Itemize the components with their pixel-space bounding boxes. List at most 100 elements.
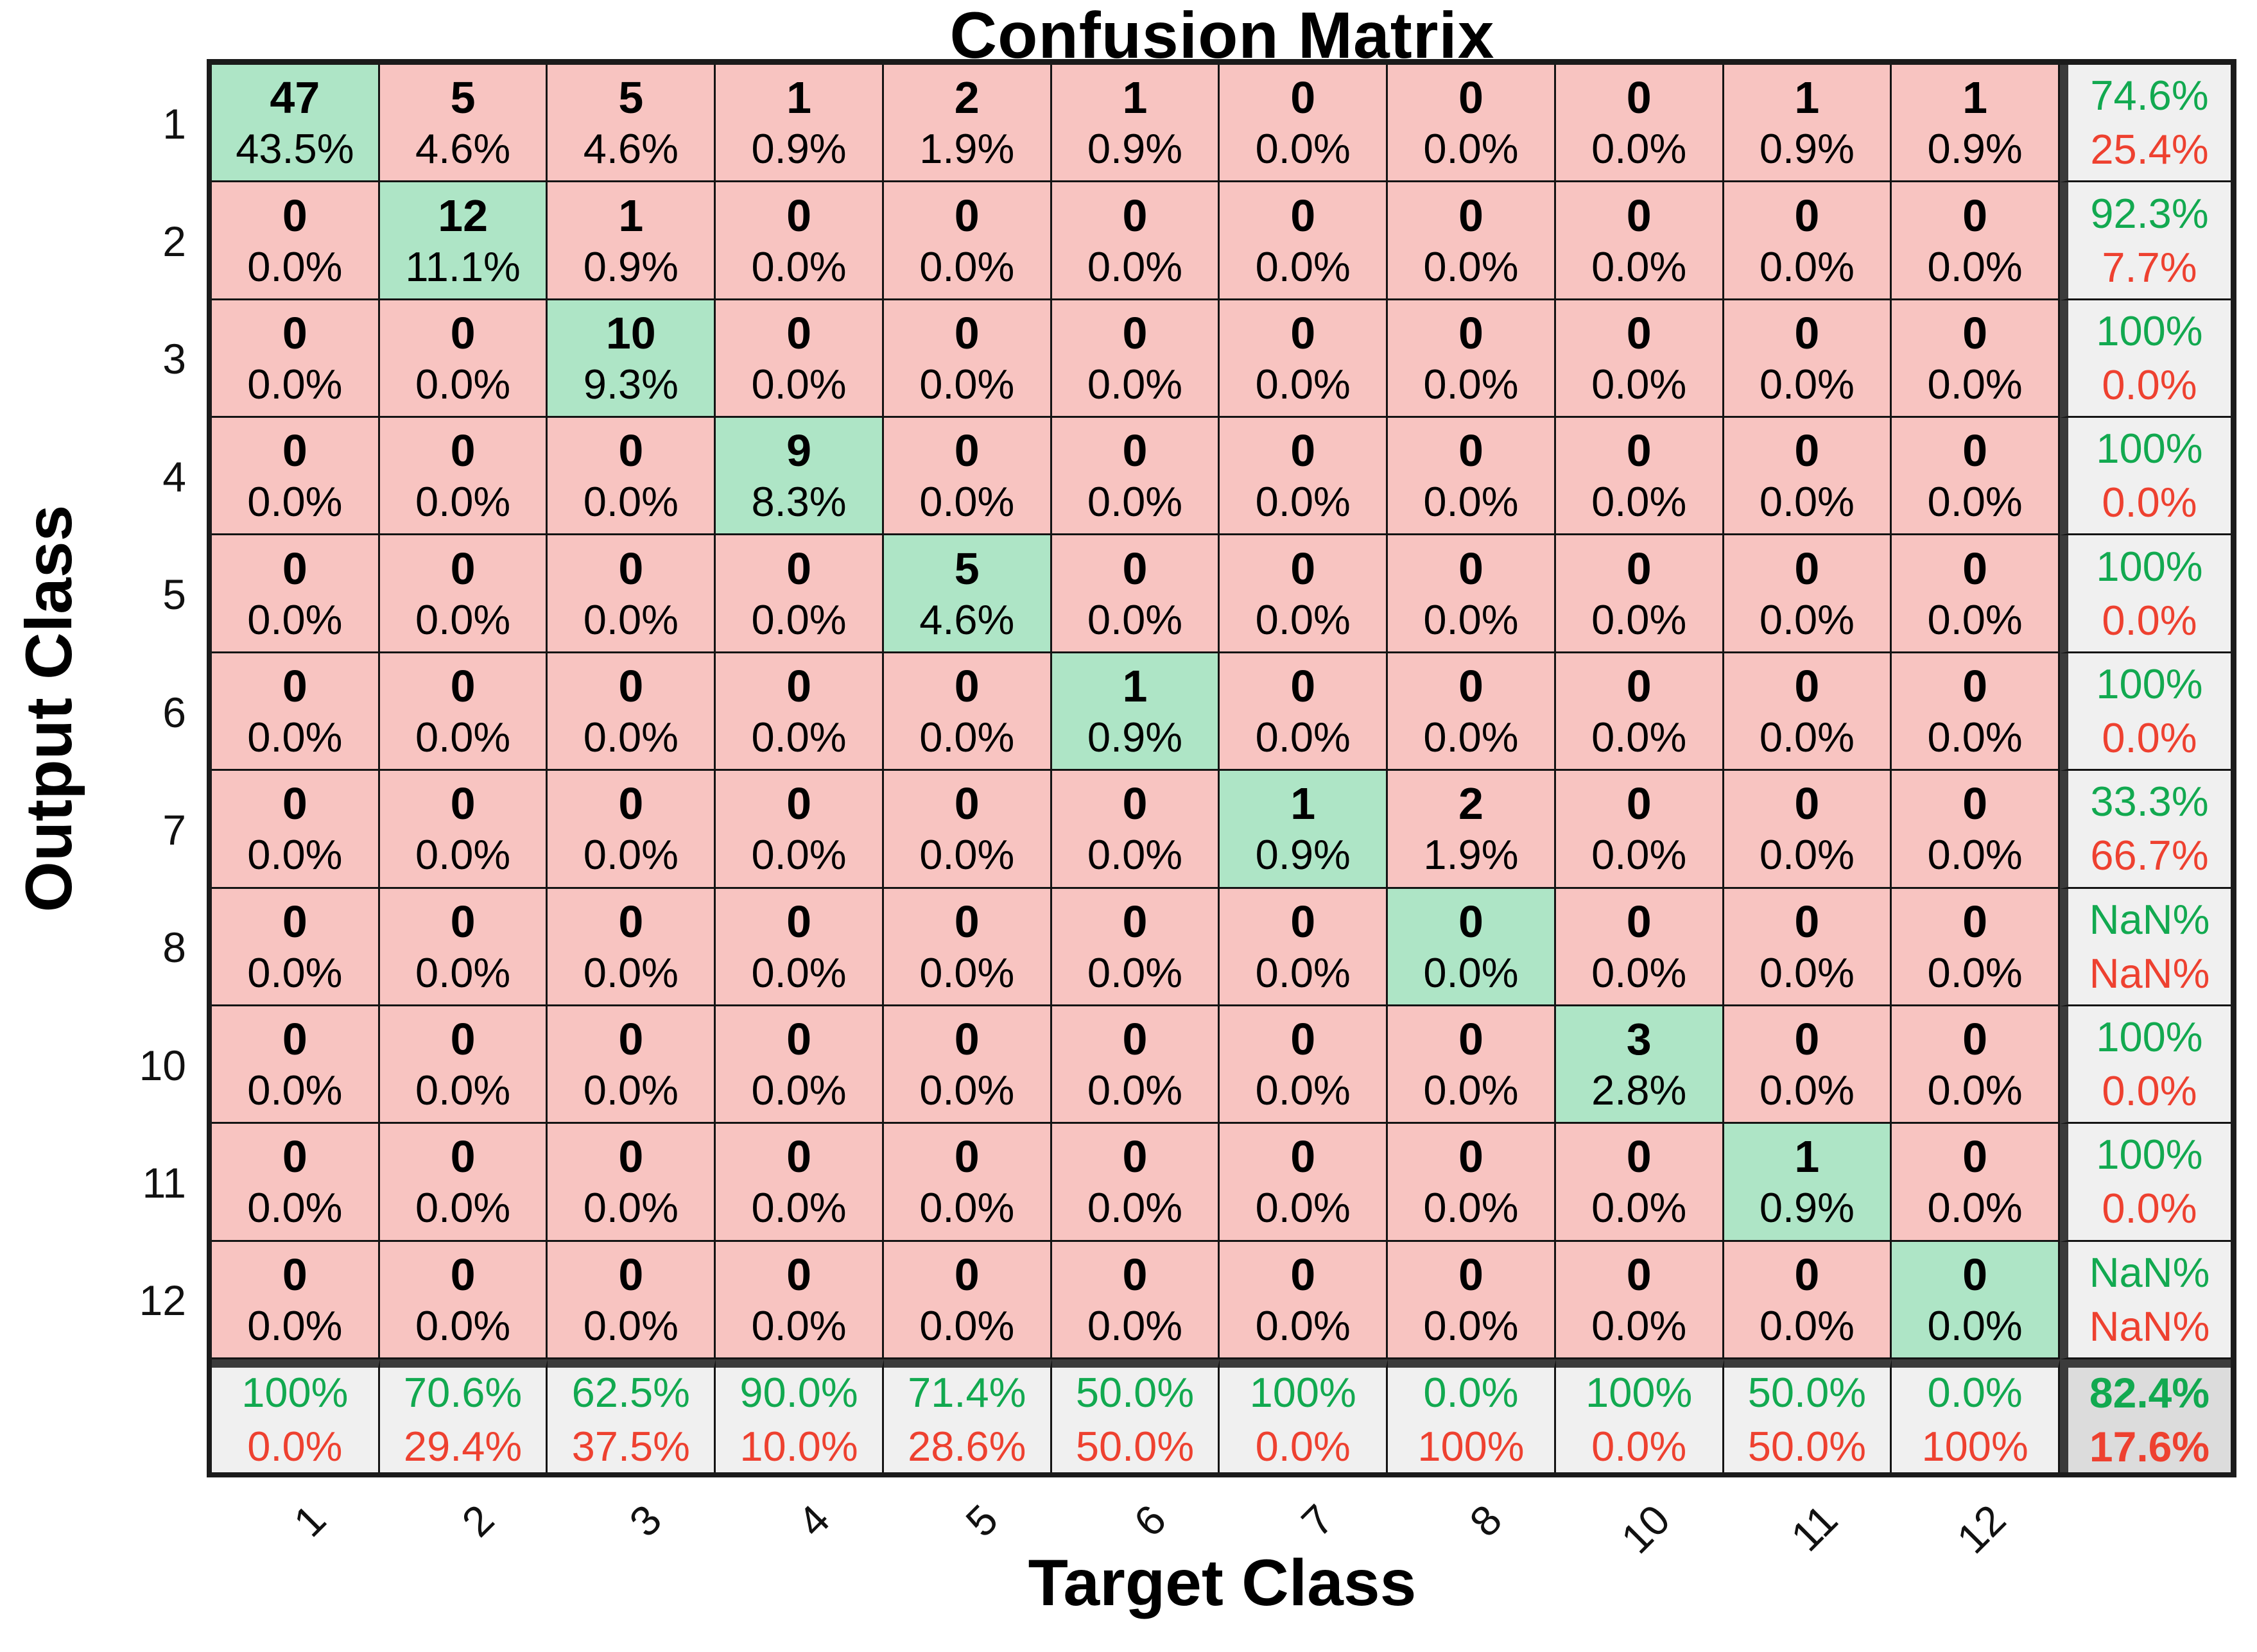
cell-count: 1 (1122, 73, 1148, 123)
cell-count: 0 (282, 779, 307, 829)
cell-count: 0 (786, 1014, 811, 1065)
cell-percent: 0.0% (919, 478, 1015, 526)
cell-percent: 0.0% (1255, 713, 1351, 761)
cell-count: 0 (1962, 779, 1988, 829)
row-summary-negative: 0.0% (2102, 1067, 2197, 1115)
row-summary-cell-11: 100% 0.0% (2059, 1124, 2231, 1242)
cell-count: 1 (1962, 73, 1988, 123)
matrix-grid: 47 43.5% 5 4.6% 5 4.6% 1 0.9% 2 1.9% 1 0.9% 0 0.0% 0 0.… (207, 59, 2236, 1477)
cell-percent: 0.0% (1423, 1184, 1519, 1232)
column-summary-cell-10: 100% 0.0% (1555, 1359, 1724, 1472)
cell-percent: 0.0% (919, 360, 1015, 408)
matrix-cell-r6-c4: 0 0.0% (716, 653, 884, 771)
cell-count: 5 (954, 543, 980, 594)
row-summary-cell-5: 100% 0.0% (2059, 535, 2231, 653)
cell-percent: 0.0% (247, 1302, 343, 1349)
matrix-cell-r3-c7: 0 0.0% (1220, 300, 1388, 418)
cell-percent: 0.0% (247, 596, 343, 643)
matrix-cell-r4-c5: 0 0.0% (883, 418, 1052, 536)
matrix-cell-r4-c1: 0 0.0% (212, 418, 380, 536)
matrix-cell-r11-c11: 1 0.9% (1724, 1124, 1892, 1242)
cell-percent: 0.0% (415, 478, 511, 526)
cell-percent: 0.0% (1087, 1184, 1183, 1232)
column-summary-positive: 100% (1249, 1369, 1356, 1416)
cell-count: 1 (618, 190, 644, 241)
matrix-cell-r11-c4: 0 0.0% (716, 1124, 884, 1242)
row-summary-positive: 92.3% (2090, 189, 2209, 237)
matrix-cell-r4-c7: 0 0.0% (1220, 418, 1388, 536)
matrix-cell-r7-c6: 0 0.0% (1051, 771, 1220, 889)
cell-count: 0 (1794, 1014, 1820, 1065)
cell-count: 0 (450, 307, 476, 358)
cell-percent: 9.3% (583, 360, 679, 408)
cell-count: 0 (954, 307, 980, 358)
cell-count: 0 (1458, 1014, 1483, 1065)
row-summary-cell-10: 100% 0.0% (2059, 1006, 2231, 1124)
row-summary-positive: 100% (2096, 425, 2203, 472)
cell-percent: 0.0% (1423, 1067, 1519, 1114)
row-summary-negative: 66.7% (2090, 832, 2209, 879)
cell-percent: 0.0% (1255, 360, 1351, 408)
cell-count: 0 (450, 426, 476, 476)
matrix-cell-r8-c6: 0 0.0% (1051, 888, 1220, 1006)
matrix-cell-r5-c8: 0 0.0% (1388, 535, 1556, 653)
matrix-cell-r7-c12: 0 0.0% (1892, 771, 2060, 889)
cell-percent: 0.0% (1591, 949, 1687, 996)
matrix-cell-r8-c8: 0 0.0% (1388, 888, 1556, 1006)
cell-count: 0 (1290, 1014, 1316, 1065)
cell-percent: 0.9% (751, 125, 847, 173)
column-summary-negative: 10.0% (739, 1423, 858, 1470)
matrix-cell-r11-c3: 0 0.0% (548, 1124, 716, 1242)
matrix-cell-r7-c1: 0 0.0% (212, 771, 380, 889)
matrix-cell-r5-c3: 0 0.0% (548, 535, 716, 653)
matrix-cell-r4-c11: 0 0.0% (1724, 418, 1892, 536)
matrix-cell-r1-c8: 0 0.0% (1388, 65, 1556, 183)
cell-count: 0 (1122, 896, 1148, 947)
cell-count: 0 (786, 190, 811, 241)
y-tick-label-12: 12 (139, 1277, 186, 1325)
row-summary-positive: 33.3% (2090, 778, 2209, 825)
cell-percent: 0.0% (247, 478, 343, 526)
matrix-cell-r1-c10: 0 0.0% (1555, 65, 1724, 183)
matrix-cell-r1-c7: 0 0.0% (1220, 65, 1388, 183)
matrix-cell-r4-c8: 0 0.0% (1388, 418, 1556, 536)
matrix-cell-r4-c4: 9 8.3% (716, 418, 884, 536)
cell-count: 0 (954, 779, 980, 829)
matrix-cell-r11-c10: 0 0.0% (1555, 1124, 1724, 1242)
cell-count: 0 (282, 660, 307, 711)
cell-percent: 0.0% (1591, 831, 1687, 879)
cell-percent: 0.0% (919, 831, 1015, 879)
matrix-cell-r2-c11: 0 0.0% (1724, 182, 1892, 300)
total-accuracy-cell: 82.4% 17.6% (2059, 1359, 2231, 1472)
cell-percent: 0.9% (1255, 831, 1351, 879)
matrix-cell-r6-c12: 0 0.0% (1892, 653, 2060, 771)
matrix-cell-r10-c1: 0 0.0% (212, 1006, 380, 1124)
column-summary-cell-12: 0.0% 100% (1892, 1359, 2060, 1472)
y-tick-label-6: 6 (162, 688, 186, 736)
cell-count: 0 (618, 779, 644, 829)
cell-percent: 1.9% (919, 125, 1015, 173)
cell-percent: 0.0% (1927, 596, 2023, 643)
cell-count: 0 (1458, 896, 1483, 947)
cell-percent: 0.9% (1759, 125, 1855, 173)
row-summary-cell-6: 100% 0.0% (2059, 653, 2231, 771)
cell-percent: 0.0% (919, 713, 1015, 761)
cell-percent: 0.0% (919, 949, 1015, 996)
matrix-cell-r8-c3: 0 0.0% (548, 888, 716, 1006)
column-summary-negative: 29.4% (403, 1423, 523, 1470)
row-summary-negative: 0.0% (2102, 361, 2197, 408)
cell-count: 2 (1458, 779, 1483, 829)
cell-count: 0 (618, 1131, 644, 1182)
y-tick-label-5: 5 (162, 571, 186, 619)
cell-percent: 0.0% (415, 1184, 511, 1232)
row-summary-cell-3: 100% 0.0% (2059, 300, 2231, 418)
cell-percent: 0.0% (1087, 1302, 1183, 1349)
matrix-cell-r3-c4: 0 0.0% (716, 300, 884, 418)
cell-count: 10 (605, 307, 656, 358)
cell-count: 0 (450, 1249, 476, 1300)
cell-percent: 0.0% (583, 478, 679, 526)
matrix-cell-r6-c11: 0 0.0% (1724, 653, 1892, 771)
matrix-cell-r5-c1: 0 0.0% (212, 535, 380, 653)
cell-percent: 0.0% (751, 1067, 847, 1114)
